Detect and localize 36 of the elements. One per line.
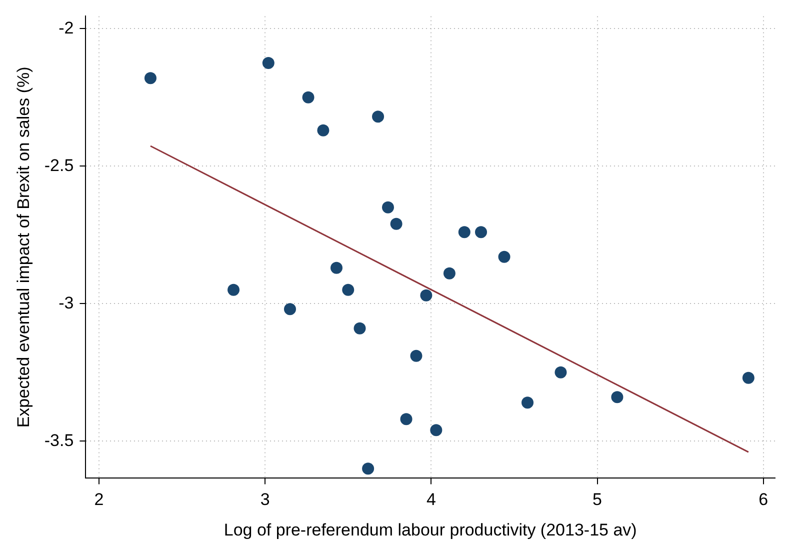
- point: [262, 56, 274, 69]
- point: [390, 218, 402, 230]
- point: [144, 72, 156, 84]
- point: [228, 284, 240, 296]
- x-tick-label: 6: [758, 490, 768, 510]
- x-tick-label: 2: [94, 490, 104, 510]
- point: [522, 396, 534, 409]
- y-tick-label: -2: [58, 18, 74, 38]
- point: [443, 267, 456, 280]
- point: [362, 462, 374, 475]
- point: [372, 110, 384, 123]
- point: [430, 424, 442, 436]
- point: [611, 391, 624, 404]
- x-tick-label: 4: [426, 490, 436, 510]
- point: [458, 226, 470, 238]
- point: [330, 262, 342, 274]
- point: [498, 250, 510, 263]
- point: [554, 366, 567, 378]
- point: [284, 303, 296, 316]
- point: [302, 91, 314, 104]
- point: [420, 289, 432, 302]
- point: [354, 322, 366, 334]
- point: [342, 284, 354, 296]
- point: [400, 413, 412, 426]
- point: [742, 372, 754, 384]
- x-axis-title: Log of pre-referendum labour productivity (2013-15 av): [224, 520, 637, 540]
- point: [475, 226, 488, 238]
- y-tick-label: -2.5: [44, 156, 74, 175]
- y-tick-label: -3: [58, 293, 74, 312]
- y-axis-title: Expected eventual impact of Brexit on sales (%): [14, 66, 33, 428]
- point: [317, 124, 330, 136]
- point: [382, 201, 394, 214]
- y-tick-label: -3.5: [44, 430, 74, 450]
- x-tick-label: 3: [260, 490, 270, 510]
- x-tick-label: 5: [592, 490, 602, 510]
- point: [410, 350, 422, 362]
